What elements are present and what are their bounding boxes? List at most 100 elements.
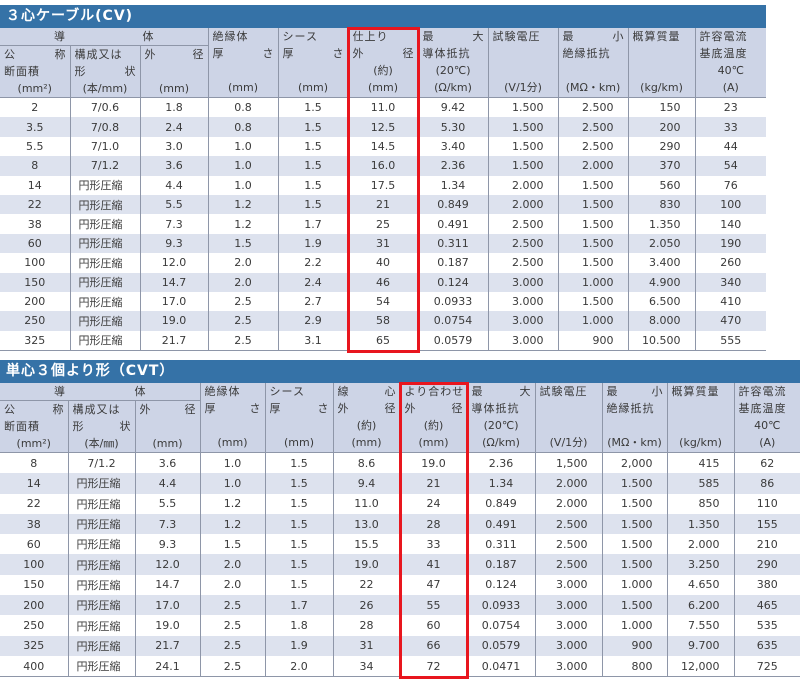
header-line: 厚 さ (269, 402, 329, 415)
table-cell: 22 (0, 194, 70, 215)
column-header: 公 称断面積 (mm²) (0, 400, 68, 453)
table-cell: 1.34 (466, 473, 536, 494)
header-line: (mm²) (16, 437, 51, 450)
header-line: (20℃) (435, 64, 471, 77)
header-line: (20℃) (483, 419, 519, 432)
table-cell: 10.500 (627, 330, 696, 352)
header-line: (mm) (228, 81, 259, 94)
table-cell: 1.9 (264, 635, 334, 656)
header-line: 許容電流 (738, 385, 787, 398)
header-line: 外 径 (404, 402, 463, 415)
header-line: 絶縁体 (212, 30, 249, 43)
table-cell: 1.500 (487, 156, 559, 176)
table-cell: 円形圧縮 (69, 194, 140, 215)
table-cell: 1.500 (601, 595, 668, 616)
table-cell: 0.311 (466, 534, 536, 555)
header-line: (V/1分) (504, 81, 542, 94)
table-cell: 250 (23, 619, 45, 633)
table-cell: 5.5 (26, 139, 44, 153)
table-cell: 2.4 (139, 117, 209, 137)
header-line: 最 小 (562, 30, 624, 43)
table-cell: 3.400 (627, 253, 696, 273)
header-line: 最 大 (471, 385, 531, 398)
header-line: 形 状 (72, 420, 131, 433)
table-cell: 19.0 (134, 615, 201, 636)
table-cell: 2.5 (199, 595, 266, 616)
table-cell: 0.491 (417, 214, 489, 234)
table-row: 250 円形圧縮 19.0 2.5 1.8 28 60 0.0754 3.000 1.000 7.5… (0, 615, 800, 636)
header-line: 導体抵抗 (471, 402, 520, 415)
table-cell: 325 (0, 635, 68, 656)
table-cell: 2.9 (277, 311, 349, 331)
table-cell: 円形圧縮 (69, 175, 140, 195)
table-cell: 1.2 (199, 513, 266, 535)
header-line (205, 417, 261, 434)
table-cell: 1.5 (277, 194, 349, 215)
table-row: 38 円形圧縮 7.3 1.2 1.5 13.0 28 0.491 2.500 1.500 1.35… (0, 513, 800, 535)
table-cell: 800 (601, 655, 668, 678)
table-cell: 33 (399, 534, 468, 555)
table-cell: 100 (694, 194, 767, 215)
table-cell: 23 (694, 97, 767, 118)
table-cell: 76 (694, 175, 767, 195)
header-line: 基底温度 (738, 402, 787, 415)
table-cell: 2.500 (487, 214, 559, 234)
header-line: (約) (423, 419, 444, 432)
column-header: 公 称断面積 (mm²) (0, 45, 70, 98)
table-cell: 1.500 (487, 136, 559, 157)
table-row: 5.5 7/1.0 3.0 1.0 1.5 14.5 3.40 1.500 2.500 290 44 (0, 136, 767, 157)
table-cell: 3.6 (139, 156, 209, 176)
header-line: (A) (759, 436, 776, 449)
table-cell: 60 (399, 615, 468, 636)
header-line: 導体抵抗 (422, 47, 471, 60)
table-cell: 7/0.8 (69, 117, 140, 137)
table-cell: 58 (347, 311, 419, 331)
header-line: 導 体 (54, 30, 154, 43)
table-cell: 66 (399, 635, 468, 656)
table-cell: 830 (627, 194, 696, 215)
table-cell: 24 (399, 493, 468, 514)
table-cell: 16.0 (347, 156, 419, 176)
table-cell: 38 (0, 513, 68, 535)
header-line: (約) (356, 419, 377, 432)
table-cell: 850 (666, 493, 735, 514)
table-cell: 17.0 (139, 291, 209, 312)
column-header: 概算質量 (kg/km) (666, 383, 735, 453)
table-cell: 0.491 (466, 513, 536, 535)
table-cell: 7/1.2 (67, 452, 135, 474)
header-line: 線 心 (337, 385, 396, 398)
table-cell: 2.5 (207, 291, 279, 312)
table-cell: 410 (694, 291, 767, 312)
table-cell: 1.500 (487, 97, 559, 118)
column-header: 絶縁体厚 さ (mm) (199, 383, 266, 453)
table-cell: 2.0 (264, 655, 334, 678)
table-cell: 54 (347, 291, 419, 312)
table-cell: 110 (733, 493, 800, 514)
table-cell: 0.124 (417, 272, 489, 292)
header-line (145, 63, 204, 80)
table-cell: 2.5 (199, 635, 266, 656)
table-cell: 0.311 (417, 233, 489, 254)
table-cell: 1.5 (277, 136, 349, 157)
table-cell: 2.000 (534, 493, 603, 514)
table-cell: 9.42 (417, 97, 489, 118)
header-line: 40℃ (717, 64, 744, 77)
table-cell: 1.5 (199, 534, 266, 555)
table-cell: 円形圧縮 (67, 534, 135, 555)
header-line: (kg/km) (640, 81, 683, 94)
table-cell: 1.5 (207, 233, 279, 254)
table-cell: 55 (399, 595, 468, 616)
header-line: 概算質量 (671, 385, 720, 398)
header-line: 構成又は (74, 48, 123, 61)
header-line: (mm) (159, 82, 190, 95)
header-line (607, 417, 663, 434)
table-row: 150 円形圧縮 14.7 2.0 1.5 22 47 0.124 3.000 1.000 4.65… (0, 574, 800, 596)
header-line: 断面積 (4, 65, 40, 78)
table-cell: 9.4 (332, 473, 401, 494)
table-cell: 1.5 (264, 493, 334, 514)
table-cell: 9.3 (139, 233, 209, 254)
table-cell: 14.7 (139, 272, 209, 292)
table-cell: 210 (733, 534, 800, 555)
table-cell: 6.200 (666, 595, 735, 616)
header-line (633, 62, 691, 79)
